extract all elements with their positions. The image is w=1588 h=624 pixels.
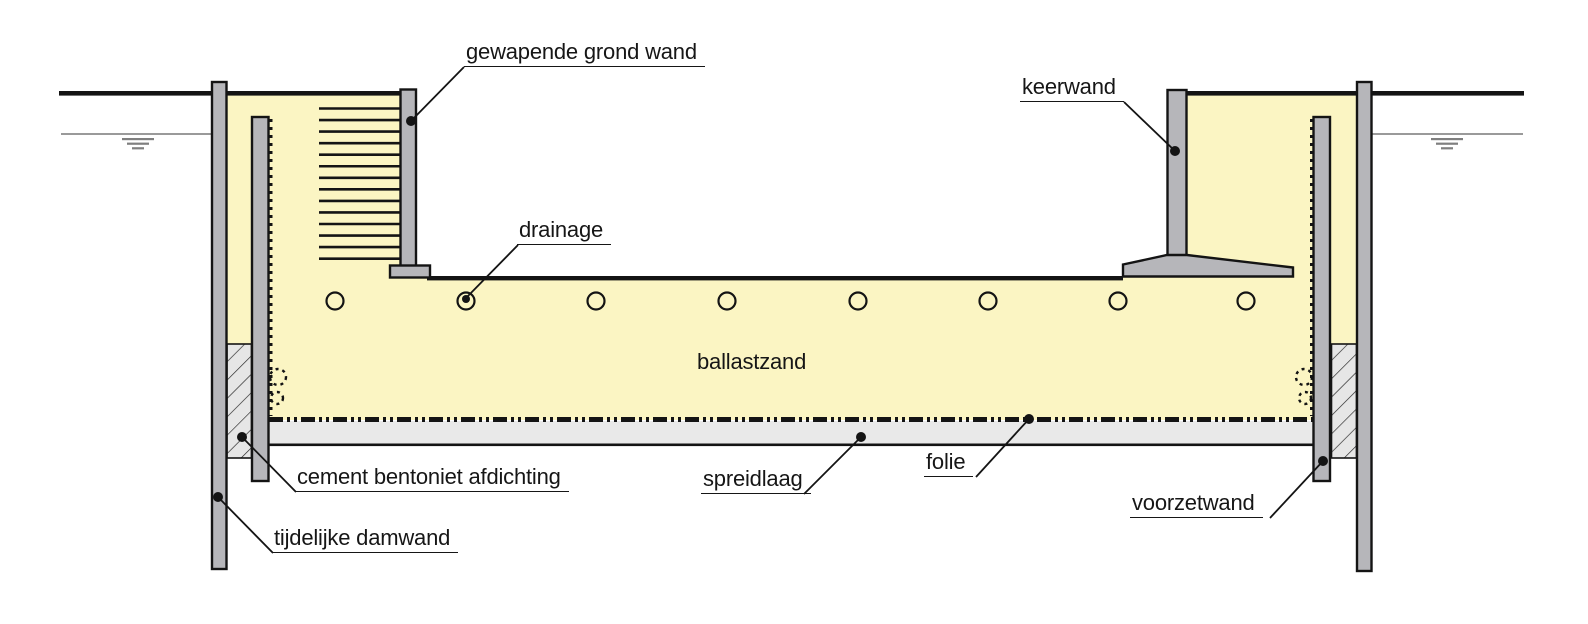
ground-line-right <box>1168 91 1524 96</box>
drainage-pipe <box>1236 291 1256 311</box>
leader-dot-spreidlaag <box>856 432 866 442</box>
voorzetwand-right <box>1312 115 1332 483</box>
ground-line-left <box>59 91 417 96</box>
folie-curl-left-2 <box>269 390 285 406</box>
label-folie: folie <box>924 450 974 477</box>
sand-top-line <box>427 276 1123 281</box>
sheet-pile-right <box>1355 80 1373 573</box>
label-gewapende-grond-wand: gewapende grond wand <box>464 40 705 67</box>
leader-gewapende-grond-wand <box>410 66 465 122</box>
reinforced-earth-wall-foot <box>388 264 432 279</box>
sheet-pile-left <box>210 80 228 571</box>
reinforcement-strips <box>319 107 401 260</box>
folie-curl-right <box>1294 367 1314 387</box>
drainage-pipe <box>978 291 998 311</box>
folie-curl-right-2 <box>1297 390 1313 406</box>
reinforced-earth-wall-facing <box>399 88 418 270</box>
label-voorzetwand: voorzetwand <box>1130 491 1263 518</box>
water-level-symbol-right <box>1431 138 1463 150</box>
cement-bentonite-seal-right <box>1330 343 1358 459</box>
leader-tijdelijke-damwand <box>217 496 274 554</box>
leader-folie <box>975 418 1030 478</box>
label-ballastzand: ballastzand <box>697 349 807 374</box>
leader-spreidlaag <box>803 436 862 495</box>
drainage-pipe <box>586 291 606 311</box>
drainage-pipe <box>1108 291 1128 311</box>
drainage-pipe <box>325 291 345 311</box>
spreidlaag-bottom-line <box>269 443 1313 447</box>
water-level-symbol-left <box>122 138 154 150</box>
water-line-right <box>1372 133 1523 135</box>
leader-keerwand <box>1123 101 1176 152</box>
leader-voorzetwand <box>1269 460 1324 519</box>
label-spreidlaag: spreidlaag <box>701 467 811 494</box>
drainage-pipe <box>456 291 476 311</box>
label-cement-bentoniet-afdichting: cement bentoniet afdichting <box>295 465 569 492</box>
leader-dot-cement-bentoniet <box>237 432 247 442</box>
leader-dot-folie <box>1024 414 1034 424</box>
drainage-pipe <box>848 291 868 311</box>
leader-lines <box>213 66 1328 554</box>
leader-drainage <box>465 244 519 299</box>
voorzetwand-left <box>250 115 270 483</box>
leader-dot-tijdelijke-damwand <box>213 492 223 502</box>
label-drainage: drainage <box>517 218 612 245</box>
label-keerwand: keerwand <box>1020 75 1124 102</box>
spreidlaag-layer <box>269 421 1313 445</box>
label-tijdelijke-damwand: tijdelijke damwand <box>272 526 459 553</box>
sand-lower-band <box>227 277 1356 420</box>
drainage-pipes <box>325 291 1256 311</box>
leader-cement-bentoniet <box>241 436 297 493</box>
leader-dot-voorzetwand <box>1318 456 1328 466</box>
water-line-left <box>61 133 211 135</box>
keerwand-footing <box>1121 253 1295 278</box>
leader-dot-gewapende-grond-wand <box>406 116 416 126</box>
leader-dot-keerwand <box>1170 146 1180 156</box>
keerwand-stem <box>1166 88 1188 262</box>
drainage-pipe <box>717 291 737 311</box>
leader-dot-drainage <box>462 295 470 303</box>
folie-curl-left <box>268 367 288 387</box>
